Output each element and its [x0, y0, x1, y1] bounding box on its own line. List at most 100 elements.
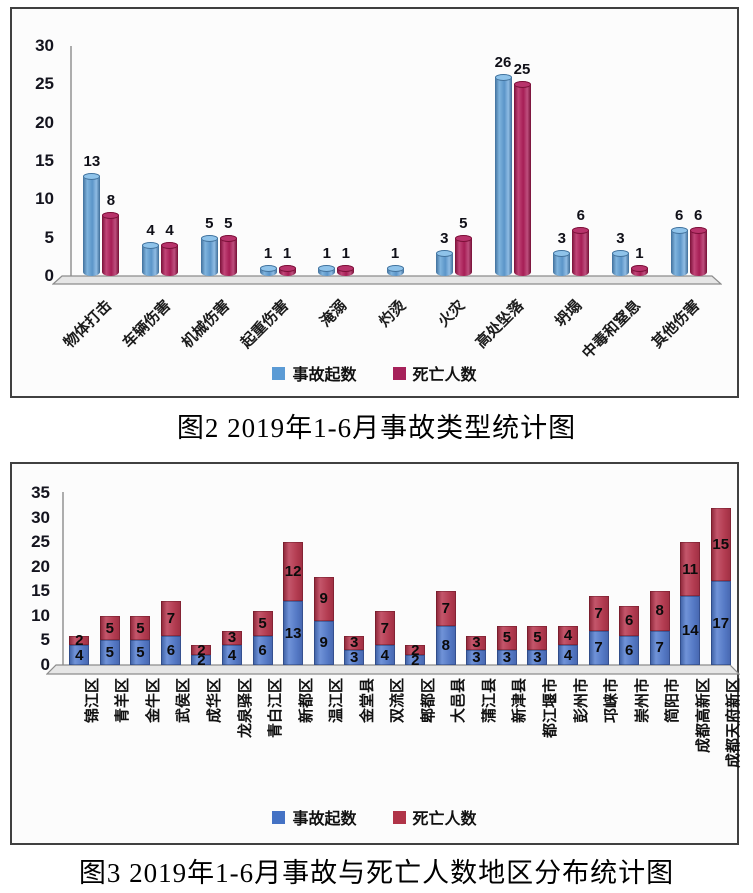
segment-deaths: 7 — [435, 591, 456, 626]
cylinder-cap — [259, 265, 277, 273]
data-label: 13 — [83, 153, 101, 171]
cylinder-cap — [219, 234, 237, 242]
cylinder-cap — [386, 265, 404, 273]
segment-accidents: 2 — [405, 653, 426, 667]
bar-accidents: 3 — [611, 230, 629, 276]
x-label-cell: 彭州市 — [553, 676, 590, 798]
cylinder-cap — [689, 227, 707, 234]
bar-accidents: 3 — [435, 230, 453, 276]
cylinder-cap — [670, 227, 688, 234]
x-label-cell: 新都区 — [278, 676, 315, 798]
segment-accidents: 17 — [710, 581, 731, 665]
data-label: 25 — [513, 61, 531, 79]
figure3-bars: 2 4 5 5 5 5 7 6 2 2 3 4 5 6 12 13 9 9 3 3 7 4 2 2 7 8 3 3 5 3 5 3 4 4 7 7 6 6… — [64, 493, 736, 667]
data-label: 3 — [616, 230, 625, 247]
figure3-y-axis: 0 5 10 15 20 25 30 35 — [12, 464, 56, 843]
cylinder-cap — [83, 173, 101, 181]
y-axis-tick-label: 5 — [40, 630, 50, 650]
bar-accidents: 13 — [83, 153, 101, 276]
x-label-cell: 武侯区 — [156, 676, 192, 798]
x-label-cell: 崇州市 — [614, 676, 651, 798]
cylinder-cap — [161, 242, 179, 250]
data-label: 5 — [459, 214, 468, 232]
bar-accidents: 26 — [494, 54, 512, 276]
segment-deaths: 12 — [283, 542, 304, 602]
data-label: 6 — [675, 207, 684, 224]
data-label: 1 — [635, 245, 644, 263]
chart-floor — [46, 664, 740, 675]
stacked-bar: 11 14 — [680, 542, 701, 665]
y-axis-tick-label: 10 — [35, 189, 54, 209]
y-axis-tick-label: 15 — [31, 581, 50, 601]
bar-group: 13 8 — [72, 46, 131, 276]
bar-accidents: 1 — [259, 245, 277, 276]
segment-deaths: 5 — [130, 615, 151, 641]
figure2-bars: 13 8 4 4 5 5 1 1 1 1 1 3 5 26 25 3 6 3 1 6 6 — [72, 46, 718, 276]
segment-deaths: 2 — [191, 643, 212, 658]
y-axis-line — [62, 492, 64, 666]
cylinder-cap — [630, 265, 648, 273]
segment-deaths: 2 — [69, 633, 90, 648]
data-label: 3 — [557, 230, 566, 247]
x-label-cell: 都江堰市 — [522, 676, 559, 798]
segment-deaths: 7 — [374, 610, 395, 646]
bar-accidents: 1 — [318, 245, 336, 276]
y-axis-tick-label: 25 — [31, 532, 50, 552]
cylinder-cap — [278, 265, 296, 273]
x-label-cell: 双流区 — [369, 676, 406, 798]
figure3-panel: 0 5 10 15 20 25 30 35 2 4 5 5 5 5 7 6 2 2 3 4 5 6 12 13 9 9 3 3 7 4 2… — [10, 462, 742, 845]
bar-group: 1 — [366, 46, 425, 276]
y-axis-tick-label: 35 — [31, 483, 50, 502]
cylinder-cap — [513, 81, 531, 89]
legend-item: 事故起数 — [272, 361, 357, 385]
segment-accidents: 14 — [680, 596, 701, 665]
x-label-cell: 成都天府新区 — [705, 676, 742, 798]
bar-group: 26 25 — [483, 46, 542, 276]
bar-slot: 15 17 — [705, 493, 736, 665]
data-label: 1 — [341, 245, 350, 263]
data-label: 8 — [106, 191, 116, 209]
cylinder-cap — [318, 265, 336, 273]
bar-accidents: 5 — [200, 215, 218, 276]
x-label-cell: 成都高新区 — [675, 676, 712, 798]
segment-accidents: 6 — [160, 635, 181, 665]
figure2-legend: 事故起数 死亡人数 — [12, 361, 737, 385]
y-axis-line — [70, 46, 72, 277]
legend-swatch — [272, 366, 286, 380]
legend-label: 事故起数 — [292, 811, 357, 828]
bar-accidents: 6 — [670, 207, 688, 276]
legend-label: 事故起数 — [292, 367, 357, 384]
x-label-cell: 金牛区 — [125, 676, 162, 798]
cylinder-cap — [102, 211, 120, 219]
bar-accidents: 1 — [386, 245, 404, 276]
data-label: 3 — [440, 230, 449, 247]
bar-accidents: 4 — [142, 222, 160, 276]
segment-deaths: 4 — [558, 625, 579, 646]
x-axis-label: 火灾 — [434, 297, 468, 331]
x-label-cell: 大邑县 — [431, 676, 467, 798]
cylinder-cap — [611, 250, 629, 257]
x-axis-label: 灼烫 — [375, 297, 410, 331]
figure2-y-axis: 0 5 10 15 20 25 30 — [12, 9, 60, 396]
x-label-cell: 郫都区 — [400, 676, 437, 798]
segment-deaths: 5 — [527, 625, 548, 651]
x-axis-label: 淹溺 — [317, 297, 351, 331]
x-label-cell: 蒲江县 — [461, 676, 498, 798]
legend-item: 死亡人数 — [392, 361, 477, 385]
